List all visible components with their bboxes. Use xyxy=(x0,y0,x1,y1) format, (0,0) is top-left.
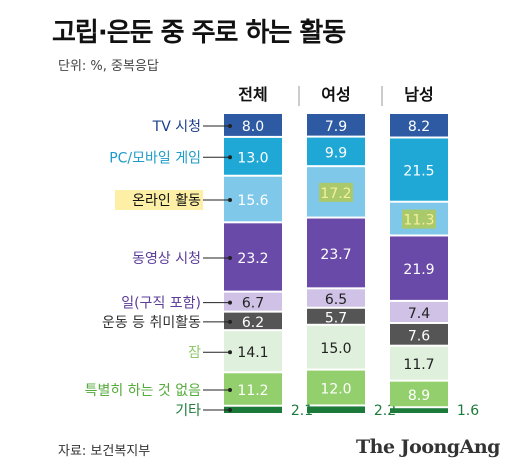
value-label: 13.0 xyxy=(237,150,268,166)
value-label: 23.7 xyxy=(320,247,351,263)
bar-segment xyxy=(224,373,282,405)
bar-segment xyxy=(224,137,282,175)
value-label: 5.7 xyxy=(325,310,347,326)
value-label: 12.0 xyxy=(320,382,351,398)
bar-segment xyxy=(307,325,365,369)
category-label: 온라인 활동 xyxy=(132,193,201,209)
leader-dot xyxy=(228,198,232,203)
category-label: TV 시청 xyxy=(152,119,201,135)
bar-segment xyxy=(390,138,448,201)
value-label: 11.3 xyxy=(403,213,434,229)
group-label-1: 여성 xyxy=(321,85,350,104)
value-label: 23.2 xyxy=(237,251,268,267)
value-label: 11.2 xyxy=(237,383,268,399)
value-label: 21.9 xyxy=(403,262,434,278)
category-label: 기타 xyxy=(175,403,201,419)
bar-segment xyxy=(390,114,448,137)
leader-dot xyxy=(228,319,232,324)
category-label: 운동 등 취미활동 xyxy=(102,315,201,331)
source-note: 자료: 보건복지부 xyxy=(58,444,151,459)
leader-dot xyxy=(228,350,232,355)
chart-title: 고립·은둔 중 주로 하는 활동 xyxy=(52,18,346,48)
unit-note: 단위: %, 중복응답 xyxy=(58,59,159,74)
brand-logo: The JoongAng xyxy=(356,436,500,458)
bar-segment xyxy=(390,381,448,407)
leader-dot xyxy=(228,255,232,260)
bar-segment xyxy=(307,308,365,324)
leader-dot xyxy=(228,408,232,412)
value-label: 14.1 xyxy=(237,345,268,361)
value-label-highlight xyxy=(402,209,436,229)
bar-segment xyxy=(390,236,448,300)
bar-segment xyxy=(224,331,282,372)
leader-dot xyxy=(228,388,232,392)
bar-segment xyxy=(390,346,448,380)
value-label: 6.5 xyxy=(325,292,347,308)
value-label: 8.0 xyxy=(242,119,264,135)
value-label: 9.9 xyxy=(325,145,347,161)
bar-segment xyxy=(390,408,448,413)
bar-segment xyxy=(307,114,365,136)
value-label: 6.2 xyxy=(242,315,264,331)
value-label: 7.6 xyxy=(408,328,430,344)
leader-dot xyxy=(228,123,232,128)
value-label: 8.2 xyxy=(408,119,430,135)
value-label: 6.7 xyxy=(242,296,264,312)
category-label: 잠 xyxy=(188,345,201,361)
value-label: 2.2 xyxy=(374,403,396,419)
value-label: 15.6 xyxy=(237,193,268,209)
bar-segment xyxy=(390,301,448,322)
bar-segment xyxy=(224,406,282,413)
category-label: 특별히 하는 것 없음 xyxy=(85,383,202,399)
category-label: 동영상 시청 xyxy=(132,251,201,267)
bar-segment xyxy=(224,292,282,311)
value-label: 8.9 xyxy=(408,388,430,404)
bar-segment xyxy=(307,137,365,166)
group-label-0: 전체 xyxy=(238,85,267,104)
category-highlight xyxy=(115,190,203,211)
value-label-highlight xyxy=(319,182,353,202)
bar-segment xyxy=(307,289,365,307)
bar-segment xyxy=(390,323,448,345)
leader-dot xyxy=(228,300,232,305)
value-label: 17.2 xyxy=(320,186,351,202)
bar-segment xyxy=(307,218,365,288)
value-label: 11.7 xyxy=(403,357,434,373)
value-label: 1.6 xyxy=(457,403,479,419)
value-label: 7.4 xyxy=(408,306,430,322)
value-label: 21.5 xyxy=(403,164,434,180)
bar-segment xyxy=(224,223,282,291)
category-label: 일(구직 포함) xyxy=(121,296,201,312)
bar-segment xyxy=(224,312,282,330)
bar-segment xyxy=(224,114,282,136)
value-label: 7.9 xyxy=(325,119,347,135)
group-label-2: 남성 xyxy=(404,85,433,104)
value-label: 15.0 xyxy=(320,341,351,357)
bar-segment xyxy=(307,406,365,413)
category-label: PC/모바일 게임 xyxy=(109,150,201,166)
leader-dot xyxy=(228,155,232,160)
bar-segment xyxy=(307,370,365,405)
bar-segment xyxy=(224,176,282,222)
